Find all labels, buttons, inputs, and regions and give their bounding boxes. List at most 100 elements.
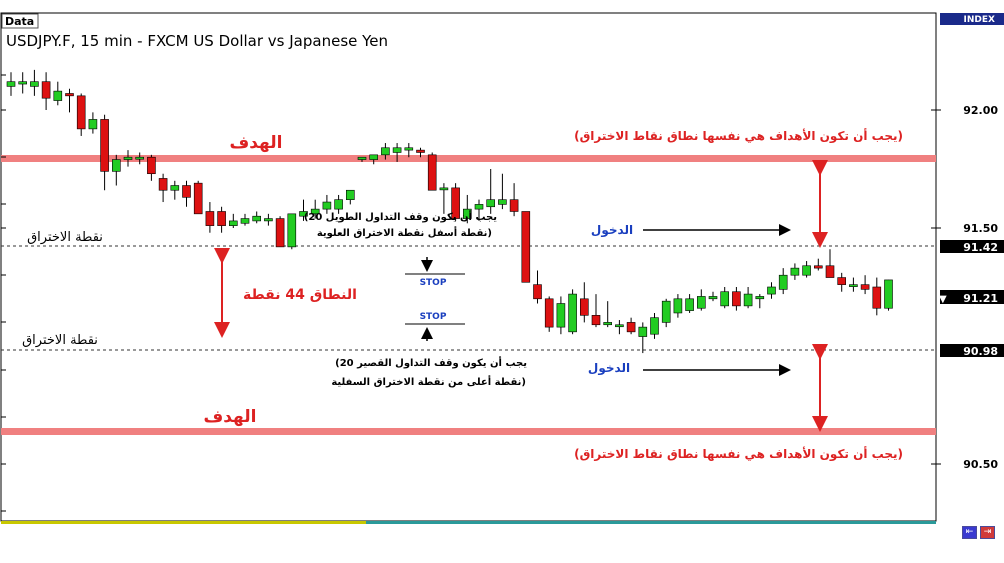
candle [509, 183, 519, 217]
candle-body [720, 291, 730, 307]
candle-body [158, 178, 168, 191]
candle-body [193, 182, 203, 215]
candle [544, 296, 554, 332]
candle-body [322, 201, 332, 210]
candle-body [65, 93, 74, 97]
candle-body [439, 187, 449, 191]
entry-top-label: الدخول [591, 223, 633, 238]
candle-body [334, 199, 343, 210]
candle [591, 294, 601, 328]
candle [825, 249, 835, 278]
candle-body [229, 220, 238, 226]
candle [416, 147, 425, 158]
candle-body [521, 211, 531, 283]
candle [357, 156, 367, 162]
candle [486, 169, 496, 214]
candle-body [778, 274, 788, 290]
candle-body [182, 185, 191, 198]
candle-body [626, 322, 636, 333]
candle-body [217, 211, 226, 226]
candle [100, 114, 109, 191]
candle [755, 294, 765, 309]
candle [299, 199, 308, 221]
candle [65, 88, 74, 113]
target-bottom-label: الهدف [203, 407, 256, 427]
candle-body [696, 296, 706, 309]
candle-body [743, 293, 753, 307]
candle [696, 289, 706, 311]
data-tab-label: Data [5, 15, 34, 28]
candle [170, 180, 180, 200]
candle-body [264, 218, 273, 222]
lower-target-band [1, 428, 936, 435]
candle [123, 150, 133, 167]
candle-body [170, 185, 180, 191]
candle-body [135, 156, 144, 160]
candle-body [275, 218, 285, 248]
candle-body [381, 147, 390, 156]
target-top-label: الهدف [229, 133, 282, 153]
candle-body [556, 303, 566, 328]
candle-body [579, 298, 589, 316]
candle-body [603, 322, 613, 326]
current-price-pointer-icon: ▼ [939, 294, 947, 305]
candle-body [357, 156, 367, 160]
upper-breakout-price-box [940, 240, 1004, 253]
candle [427, 152, 437, 191]
range-label: النطاق 44 نقطة [243, 287, 357, 303]
candle-body [884, 279, 893, 309]
candle-body [650, 317, 659, 335]
candle-body [615, 324, 624, 328]
candle-body [533, 284, 542, 300]
candle-body [76, 95, 86, 130]
candle [790, 263, 800, 280]
candle [193, 180, 203, 215]
data-tab[interactable] [1, 13, 39, 29]
candle-body [732, 291, 741, 307]
candle [708, 291, 718, 302]
candle-body [673, 298, 683, 314]
candle-body [427, 154, 437, 191]
long-stop-note-line2: نقطة أسفل نقطة الاختراق العلوية) [317, 226, 492, 239]
candle-body [451, 187, 460, 219]
current-price-box [940, 290, 1004, 304]
candle [310, 199, 320, 219]
candle [264, 213, 273, 226]
candle-body [837, 277, 847, 285]
y-tick-label: 90.50 [963, 458, 998, 471]
candle-body [416, 149, 425, 153]
plot-frame [0, 12, 937, 522]
current-price-label: 91.21 [963, 292, 998, 305]
candle-body [299, 211, 308, 217]
time-scrollbar-thumb[interactable] [1, 521, 366, 524]
candle [252, 211, 261, 224]
candle [30, 69, 39, 96]
candle-body [41, 81, 51, 99]
time-scrollbar[interactable] [1, 521, 936, 524]
candle [626, 317, 636, 335]
candle [392, 143, 402, 162]
candle [673, 294, 683, 318]
candle-body [112, 159, 121, 172]
entry-bottom-label: الدخول [588, 361, 630, 376]
zoom-in-button[interactable]: ⇤ [962, 526, 977, 539]
candle [872, 277, 882, 316]
candle-body [404, 147, 414, 151]
candle-body [252, 215, 261, 222]
candle-body [568, 293, 577, 333]
candle [521, 211, 531, 283]
zoom-out-button[interactable]: ⇥ [980, 526, 995, 539]
candle [556, 296, 566, 335]
upper-target-band [1, 155, 936, 162]
lower-breakout-price: 90.98 [963, 345, 998, 358]
candle [217, 206, 226, 233]
candle [182, 180, 191, 207]
candle [451, 183, 460, 221]
candle [685, 294, 694, 313]
candle [205, 202, 215, 233]
candle-body [287, 213, 297, 248]
breakout-bottom-label: نقطة الاختراق [22, 333, 98, 348]
axis-header-label: INDEX [964, 15, 995, 25]
candle-body [708, 296, 718, 300]
